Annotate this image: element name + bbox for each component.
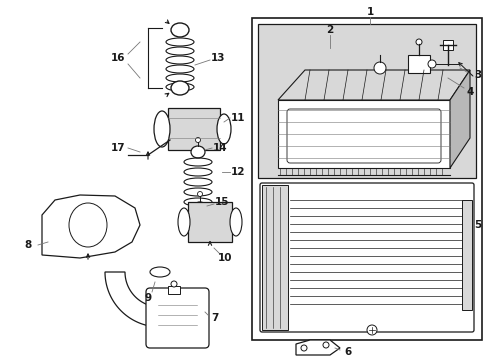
FancyBboxPatch shape (146, 288, 208, 348)
Ellipse shape (171, 81, 189, 95)
Text: 8: 8 (24, 240, 32, 250)
Bar (251, 18, 481, 340)
Bar (461, 200, 471, 310)
Text: 2: 2 (325, 25, 333, 35)
Polygon shape (42, 195, 140, 258)
Text: 13: 13 (210, 53, 225, 63)
Circle shape (323, 342, 328, 348)
Text: 10: 10 (217, 253, 232, 263)
Text: 1: 1 (366, 7, 373, 17)
FancyBboxPatch shape (260, 183, 473, 332)
Text: 9: 9 (144, 293, 151, 303)
Circle shape (171, 281, 177, 287)
Circle shape (197, 192, 202, 197)
Polygon shape (105, 272, 154, 326)
Ellipse shape (193, 202, 206, 214)
Text: 14: 14 (212, 143, 227, 153)
Bar (258, 24, 475, 178)
Ellipse shape (171, 23, 189, 37)
Text: 17: 17 (110, 143, 125, 153)
Text: 11: 11 (230, 113, 245, 123)
Bar (187, 202, 231, 242)
Polygon shape (295, 340, 339, 355)
Text: 4: 4 (466, 87, 473, 97)
Bar (442, 40, 452, 50)
Text: 12: 12 (230, 167, 245, 177)
Bar (262, 185, 287, 330)
Text: 5: 5 (473, 220, 481, 230)
Circle shape (366, 325, 376, 335)
Ellipse shape (178, 208, 190, 236)
Ellipse shape (229, 208, 242, 236)
Ellipse shape (191, 146, 204, 158)
Bar (168, 286, 180, 294)
Bar (407, 55, 429, 73)
Polygon shape (449, 70, 469, 168)
Bar (168, 108, 220, 150)
Ellipse shape (217, 114, 230, 144)
Circle shape (415, 39, 421, 45)
FancyBboxPatch shape (286, 109, 440, 163)
Ellipse shape (69, 203, 107, 247)
Text: 6: 6 (344, 347, 351, 357)
Text: 3: 3 (473, 70, 481, 80)
Polygon shape (278, 70, 469, 100)
Ellipse shape (154, 111, 170, 147)
Text: 16: 16 (110, 53, 125, 63)
Circle shape (373, 62, 385, 74)
Text: 7: 7 (211, 313, 218, 323)
Circle shape (195, 138, 200, 143)
Text: 15: 15 (214, 197, 229, 207)
Ellipse shape (150, 267, 170, 277)
Polygon shape (278, 100, 449, 168)
Circle shape (427, 60, 435, 68)
Circle shape (301, 345, 306, 351)
